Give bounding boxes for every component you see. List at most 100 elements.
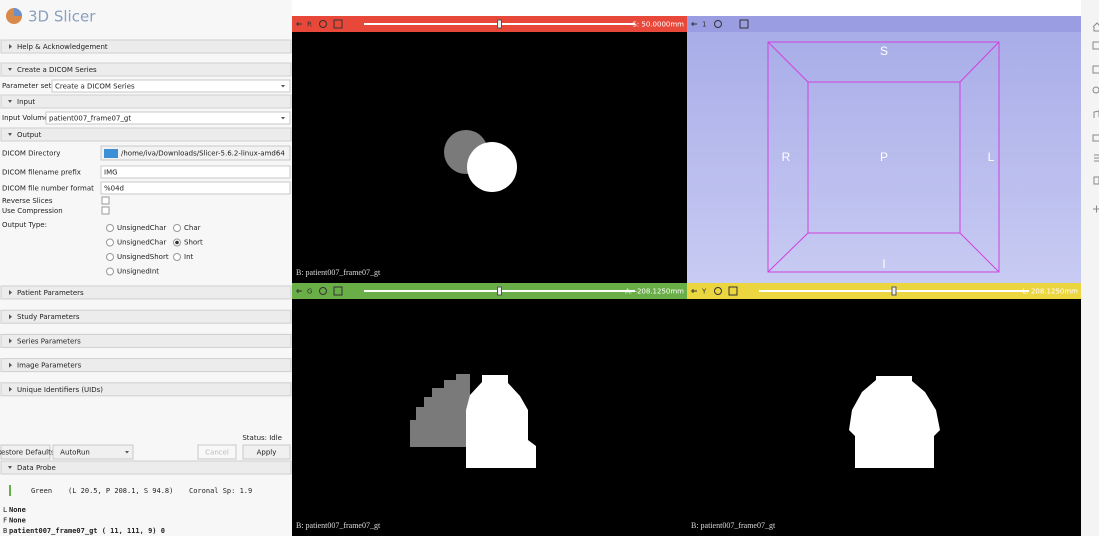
pin-icon[interactable] — [296, 22, 302, 26]
radio-button[interactable] — [106, 224, 114, 232]
combo-arrow — [281, 117, 285, 120]
section-header[interactable] — [0, 127, 292, 142]
layer-value: None — [9, 517, 26, 525]
section-header[interactable] — [0, 62, 292, 77]
section-title: Series Parameters — [17, 337, 81, 345]
radio-button[interactable] — [173, 253, 181, 261]
radio-button[interactable] — [173, 224, 181, 232]
button-label: AutoRun — [60, 449, 90, 457]
slider-handle[interactable] — [497, 19, 502, 29]
section-header[interactable] — [0, 460, 292, 475]
section-header[interactable] — [0, 94, 292, 109]
window-icon[interactable] — [333, 19, 343, 29]
section-header[interactable] — [0, 382, 292, 397]
trash-icon[interactable] — [1093, 176, 1099, 185]
orientation-label: S — [880, 44, 888, 58]
button-label: Cancel — [205, 449, 229, 457]
field-label: DICOM Directory — [2, 150, 60, 158]
orientation-label: P — [880, 150, 888, 164]
app-title: 3D Slicer — [28, 8, 96, 26]
image-icon[interactable] — [1092, 134, 1099, 142]
section-header[interactable] — [0, 333, 292, 348]
field-value: patient007_frame07_gt — [49, 115, 131, 123]
slice-offset: A: -208.1250mm — [625, 288, 684, 296]
section-header[interactable] — [0, 358, 292, 373]
folder-icon — [104, 149, 118, 158]
layer-key: F — [3, 517, 7, 525]
collapse-arrow — [8, 466, 12, 469]
text-field[interactable] — [100, 165, 291, 179]
window-icon[interactable] — [739, 19, 749, 29]
data-icon[interactable] — [1092, 65, 1099, 74]
radio-button[interactable] — [106, 267, 114, 276]
bounding-box — [767, 41, 1000, 273]
section-title: Patient Parameters — [17, 289, 84, 297]
radio-dot — [175, 240, 179, 245]
center-icon[interactable] — [714, 20, 722, 28]
link-icon[interactable] — [714, 287, 722, 295]
section-title: Create a DICOM Series — [17, 66, 97, 74]
orientation-label: L — [988, 150, 995, 164]
section-header[interactable] — [0, 309, 292, 324]
radio-label: Short — [184, 239, 203, 247]
button[interactable] — [0, 444, 51, 460]
view-name: 1 — [702, 21, 706, 29]
checkbox[interactable] — [101, 196, 110, 205]
field-value: IMG — [104, 169, 118, 177]
collapse-arrow — [9, 314, 12, 320]
radio-label: Char — [184, 224, 201, 232]
button[interactable] — [52, 444, 134, 460]
combo-box[interactable] — [51, 79, 291, 93]
list-icon[interactable] — [1094, 154, 1099, 162]
field-label: DICOM filename prefix — [2, 169, 81, 177]
button[interactable] — [242, 444, 291, 460]
sequence-icon[interactable] — [1093, 110, 1099, 118]
field-value: Create a DICOM Series — [55, 83, 135, 91]
section-header[interactable] — [0, 285, 292, 300]
slider-handle[interactable] — [891, 286, 897, 296]
gray-region — [410, 374, 470, 447]
white-region — [467, 142, 517, 192]
button-label: Restore Defaults — [0, 449, 55, 457]
toolbar-icons — [1092, 22, 1099, 213]
field-value: /home/iva/Downloads/Slicer-5.6.2-linux-a… — [121, 150, 285, 158]
directory-button[interactable] — [100, 145, 291, 161]
collapse-arrow — [8, 100, 12, 103]
section-title: Study Parameters — [17, 313, 80, 321]
checkbox-label: Reverse Slices — [2, 197, 53, 205]
autorun-arrow — [125, 451, 129, 454]
radio-label: UnsignedChar — [117, 224, 166, 232]
settings-icon[interactable] — [1092, 86, 1099, 94]
link-icon[interactable] — [319, 20, 327, 28]
output-type-label: Output Type: — [2, 221, 47, 229]
probe-position: (L 20.5, P 208.1, S 94.8) — [68, 487, 173, 495]
layout-icon[interactable] — [1092, 41, 1099, 50]
link-icon[interactable] — [319, 287, 327, 295]
window-icon[interactable] — [728, 286, 738, 296]
checkbox[interactable] — [101, 206, 110, 215]
text-field[interactable] — [100, 181, 291, 195]
section-header[interactable] — [0, 39, 292, 54]
radio-button[interactable] — [106, 253, 114, 261]
radio-label: UnsignedInt — [117, 268, 159, 276]
layer-key: B — [3, 527, 7, 535]
input-volume-label: Input Volume — [2, 114, 48, 122]
home-icon[interactable] — [1092, 22, 1099, 32]
view-name: G — [307, 288, 312, 296]
pin-icon[interactable] — [691, 289, 697, 293]
radio-button[interactable] — [106, 238, 114, 247]
probe-color — [9, 485, 11, 496]
layer-value: None — [9, 506, 26, 514]
window-icon[interactable] — [333, 286, 343, 296]
slider-handle[interactable] — [497, 286, 502, 296]
section-title: Unique Identifiers (UIDs) — [17, 386, 103, 394]
pin-icon[interactable] — [296, 289, 302, 293]
status: Status: Idle — [242, 434, 282, 442]
pin-icon[interactable] — [691, 22, 697, 26]
combo-box[interactable] — [45, 111, 291, 125]
collapse-arrow — [9, 290, 12, 295]
button[interactable] — [197, 444, 237, 460]
section-title: Data Probe — [17, 464, 56, 472]
view-bar — [687, 16, 1081, 32]
